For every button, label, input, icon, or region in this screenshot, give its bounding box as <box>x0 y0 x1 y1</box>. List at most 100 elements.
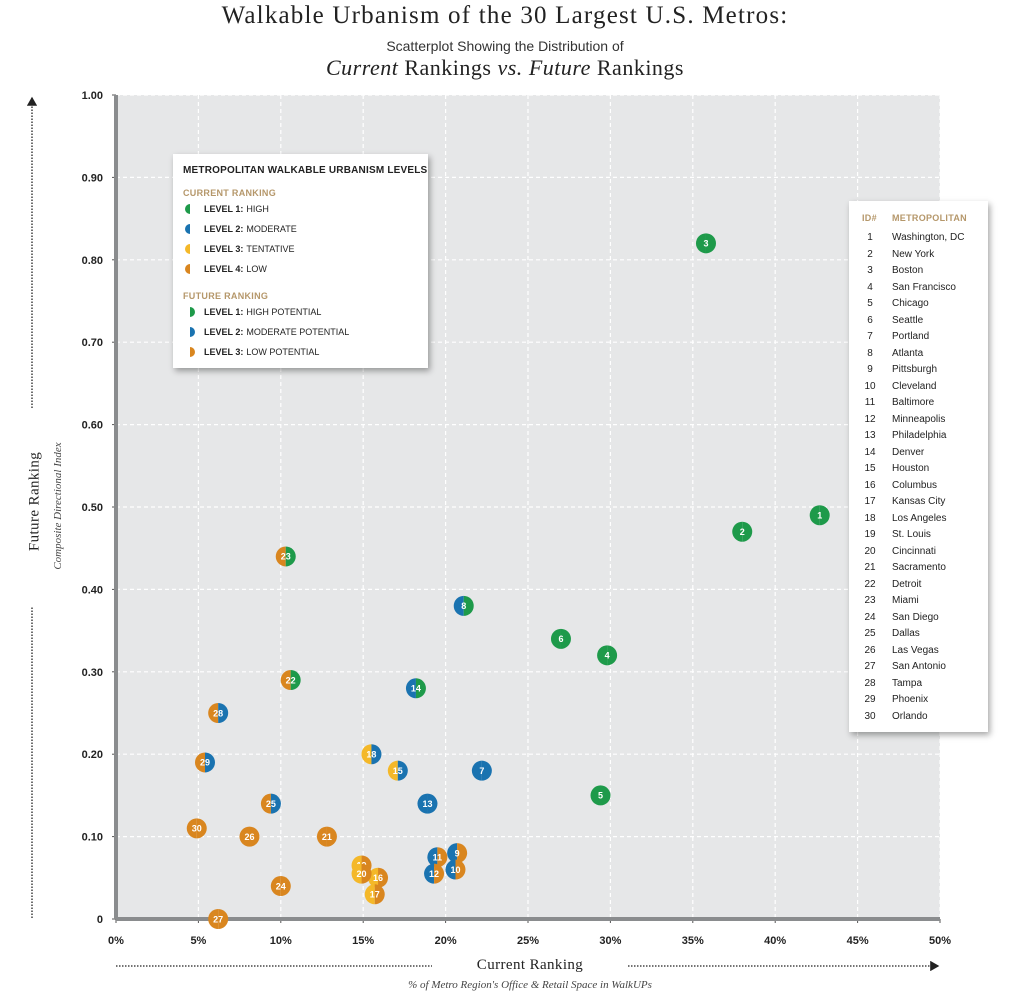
point-current-half <box>445 859 456 880</box>
metro-column-header: METROPOLITAN <box>892 213 967 223</box>
metro-id: 10 <box>864 380 876 392</box>
metro-id: 17 <box>864 496 876 507</box>
axes <box>112 94 941 923</box>
point-id-label: 2 <box>740 527 745 537</box>
point-current-half <box>550 628 561 649</box>
metro-point-15[interactable]: 15 <box>387 760 408 781</box>
metro-point-23[interactable]: 23 <box>275 546 296 567</box>
id-table-row: 21 Sacramento <box>849 562 988 578</box>
point-id-label: 27 <box>213 914 223 924</box>
metro-point-17[interactable]: 17 <box>364 884 385 905</box>
point-current-half <box>194 752 205 773</box>
metro-point-9[interactable]: 9 <box>447 843 468 864</box>
y-tick-label: 0.50 <box>82 502 103 514</box>
point-current-half <box>387 760 398 781</box>
x-tick-label: 25% <box>517 935 539 947</box>
metro-point-12[interactable]: 12 <box>424 863 445 884</box>
point-current-half <box>447 843 458 864</box>
point-future-half <box>560 628 571 649</box>
point-id-label: 21 <box>322 832 332 842</box>
metro-id: 24 <box>864 611 876 623</box>
point-future-half <box>397 760 408 781</box>
legend-level-label: LOW POTENTIAL <box>246 347 320 357</box>
title-current-word: Current <box>326 55 399 80</box>
point-id-label: 6 <box>558 634 563 644</box>
point-id-label: 3 <box>703 239 708 249</box>
metro-id: 3 <box>867 265 873 276</box>
point-current-half <box>405 678 416 699</box>
x-tick-label: 10% <box>270 935 292 947</box>
metro-point-11[interactable]: 11 <box>427 847 448 868</box>
x-axis-subtitle: % of Metro Region's Office & Retail Spac… <box>408 979 652 991</box>
metro-point-8[interactable]: 8 <box>453 595 474 616</box>
grid-lines <box>116 94 941 919</box>
metro-point-21[interactable]: 21 <box>316 826 337 847</box>
metro-id: 19 <box>864 529 876 540</box>
half-circle-left-icon <box>185 224 190 234</box>
metro-name: Dallas <box>892 628 920 639</box>
point-current-half <box>260 793 271 814</box>
metro-point-24[interactable]: 24 <box>270 876 291 897</box>
metro-point-5[interactable]: 5 <box>590 785 611 806</box>
metro-point-13[interactable]: 13 <box>417 793 438 814</box>
metro-point-3[interactable]: 3 <box>695 233 716 254</box>
id-table-row: 19 St. Louis <box>849 529 988 545</box>
metro-name: Phoenix <box>892 694 929 705</box>
metro-id: 15 <box>864 463 876 474</box>
metro-id-table: ID# METROPOLITAN 1 Washington, DC 2 New Yor… <box>849 201 988 732</box>
metro-point-27[interactable]: 27 <box>208 909 229 929</box>
metro-point-14[interactable]: 14 <box>405 678 426 699</box>
y-tick-label: 0.20 <box>82 749 103 761</box>
title-vs-word: vs. <box>497 55 523 80</box>
point-future-half <box>196 818 207 839</box>
metro-point-1[interactable]: 1 <box>809 505 830 526</box>
metro-point-10[interactable]: 10 <box>445 859 466 880</box>
metro-point-25[interactable]: 25 <box>260 793 281 814</box>
metro-id: 23 <box>864 595 876 606</box>
y-tick-label: 0.40 <box>82 584 103 596</box>
y-tick-label: 0.10 <box>82 832 103 844</box>
metro-name: San Antonio <box>892 661 946 672</box>
legend-future-level-1: LEVEL 1: HIGH POTENTIAL <box>185 306 321 318</box>
y-tick-label: 0.80 <box>82 255 103 267</box>
metro-point-30[interactable]: 30 <box>186 818 207 839</box>
point-id-label: 4 <box>605 651 610 661</box>
point-current-half <box>186 818 197 839</box>
x-tick-label: 20% <box>435 935 457 947</box>
point-future-half <box>481 760 492 781</box>
metro-point-22[interactable]: 22 <box>280 670 301 691</box>
id-table-row: 18 Los Angeles <box>849 513 988 529</box>
metro-point-18[interactable]: 18 <box>361 744 382 765</box>
point-future-half <box>285 546 296 567</box>
metro-point-7[interactable]: 7 <box>471 760 492 781</box>
metro-point-26[interactable]: 26 <box>239 826 260 847</box>
metro-name: Pittsburgh <box>892 364 938 375</box>
point-current-half <box>427 847 438 868</box>
point-current-half <box>695 233 706 254</box>
metro-point-2[interactable]: 2 <box>732 521 753 542</box>
id-table-row: 14 Denver <box>849 447 988 463</box>
id-table-row: 3 Boston <box>849 265 988 281</box>
point-future-half <box>218 909 229 929</box>
metro-point-28[interactable]: 28 <box>208 703 229 723</box>
legend-current-level-2: LEVEL 2: MODERATE <box>185 223 297 235</box>
point-id-label: 13 <box>422 799 432 809</box>
metro-id: 2 <box>867 248 873 260</box>
metro-name: Miami <box>892 595 919 606</box>
id-table-row: 4 San Francisco <box>849 282 988 298</box>
point-id-label: 29 <box>200 758 210 768</box>
metro-name: Atlanta <box>892 347 924 359</box>
metro-id: 27 <box>864 661 876 672</box>
metro-point-29[interactable]: 29 <box>194 752 215 773</box>
metro-point-6[interactable]: 6 <box>550 628 571 649</box>
id-table-row: 22 Detroit <box>849 579 988 595</box>
metro-point-20[interactable]: 20 <box>351 863 372 884</box>
metro-point-4[interactable]: 4 <box>597 645 618 666</box>
title-rankings-word: Rankings <box>398 55 498 80</box>
x-tick-label: 50% <box>929 935 951 947</box>
x-tick-label: 35% <box>682 935 704 947</box>
chart-title-line-2: Current Rankings vs. Future Rankings <box>0 55 1010 81</box>
id-table-row: 17 Kansas City <box>849 496 988 512</box>
metro-id: 9 <box>867 364 873 375</box>
point-id-label: 14 <box>411 684 421 694</box>
